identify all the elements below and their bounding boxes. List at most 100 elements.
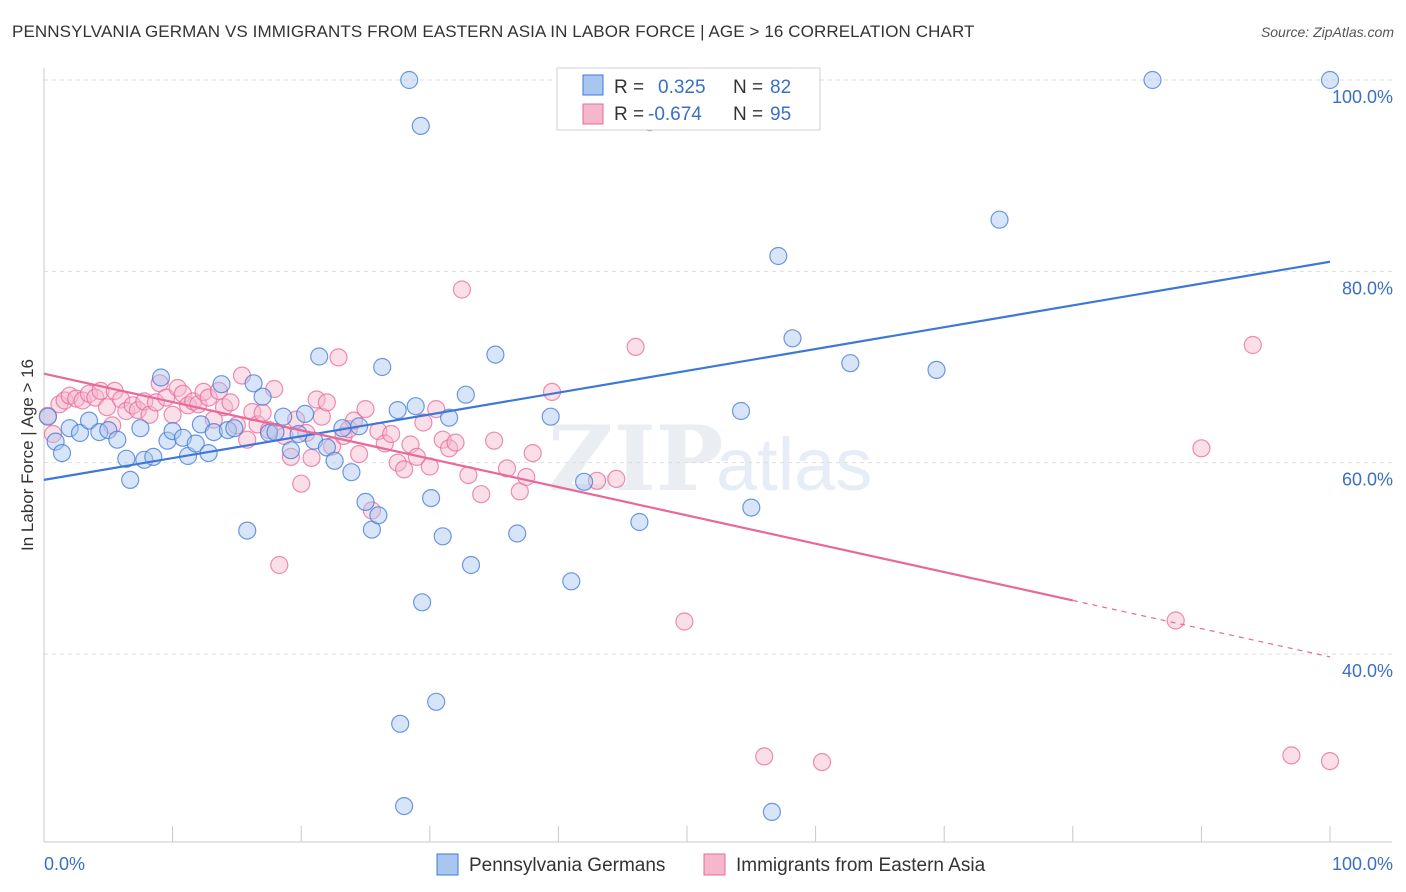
legend-n-label-blue: N = bbox=[733, 77, 763, 98]
scatter-point bbox=[225, 419, 244, 438]
scatter-point bbox=[391, 714, 410, 733]
legend-r-label-pink: R = bbox=[614, 104, 644, 125]
scatter-point bbox=[221, 393, 240, 412]
scatter-point bbox=[562, 572, 581, 591]
scatter-point bbox=[1320, 70, 1340, 90]
scatter-point bbox=[168, 378, 187, 398]
scatter-point bbox=[186, 434, 205, 453]
scatter-point bbox=[151, 368, 171, 387]
scatter-point bbox=[731, 401, 751, 421]
scatter-point bbox=[446, 433, 465, 452]
scatter-point bbox=[452, 280, 471, 299]
x-axis-ticks bbox=[43, 826, 1331, 842]
scatter-point bbox=[841, 354, 860, 373]
trend-line-pennsylvania-germans bbox=[43, 260, 1331, 481]
scatter-point bbox=[497, 459, 517, 478]
scatter-point bbox=[675, 612, 694, 631]
scatter-point bbox=[517, 467, 536, 487]
scatter-point bbox=[317, 393, 336, 412]
scatter-point bbox=[400, 70, 419, 90]
stats-legend: R = 0.325 N = 82 R = -0.674 N = 95 bbox=[556, 67, 821, 131]
trend-line-immigrants-eastern-asia bbox=[43, 372, 1074, 602]
scatter-point bbox=[574, 472, 594, 491]
scatter-point bbox=[1143, 70, 1162, 90]
scatter-point bbox=[422, 489, 441, 508]
scatter-point bbox=[388, 453, 407, 472]
scatter-point bbox=[395, 460, 414, 479]
watermark-zip: ZIP bbox=[548, 406, 723, 512]
scatter-point bbox=[329, 348, 348, 367]
scatter-point bbox=[411, 116, 430, 136]
scatter-point bbox=[108, 430, 127, 449]
bottom-legend-swatch-pink bbox=[703, 853, 726, 876]
scatter-point bbox=[812, 752, 832, 772]
scatter-point bbox=[1282, 746, 1301, 765]
y-tick-label-40: 40.0% bbox=[1342, 661, 1393, 681]
scatter-point bbox=[369, 506, 388, 525]
scatter-point bbox=[253, 403, 272, 422]
scatter-point bbox=[46, 432, 65, 451]
scatter-point bbox=[350, 445, 369, 464]
scatter-point bbox=[302, 448, 321, 467]
legend-n-value-pink: 95 bbox=[770, 104, 791, 125]
scatter-point bbox=[79, 411, 99, 430]
scatter-point bbox=[413, 593, 432, 612]
scatter-point bbox=[440, 408, 459, 427]
scatter-point bbox=[52, 444, 72, 463]
scatter-point bbox=[121, 470, 140, 489]
scatter-point bbox=[244, 374, 263, 393]
scatter-point bbox=[238, 521, 257, 540]
scatter-point bbox=[38, 407, 58, 426]
x-tick-label-max: 100.0% bbox=[1332, 854, 1393, 874]
scatter-point bbox=[173, 384, 192, 403]
grid-lines bbox=[44, 79, 1392, 655]
bottom-legend-swatch-blue bbox=[436, 853, 459, 876]
scatter-point bbox=[212, 375, 231, 394]
y-tick-label-100: 100.0% bbox=[1332, 87, 1393, 107]
scatter-point bbox=[456, 385, 475, 404]
scatter-point bbox=[755, 747, 774, 766]
scatter-point bbox=[281, 447, 300, 466]
scatter-point bbox=[541, 407, 560, 426]
scatter-point bbox=[406, 397, 425, 416]
scatter-point bbox=[1192, 439, 1211, 458]
series-legend: Pennsylvania Germans Immigrants from Eas… bbox=[436, 853, 986, 876]
scatter-point bbox=[117, 449, 136, 468]
axes bbox=[43, 68, 1392, 843]
legend-r-value-blue: 0.325 bbox=[658, 77, 706, 98]
source-credit: Source: ZipAtlas.com bbox=[1260, 24, 1394, 40]
scatter-point bbox=[1243, 335, 1262, 355]
scatter-point bbox=[485, 431, 504, 450]
scatter-point bbox=[1166, 611, 1185, 630]
scatter-point bbox=[60, 419, 79, 438]
scatter-point bbox=[296, 404, 315, 423]
chart-title: PENNSYLVANIA GERMAN VS IMMIGRANTS FROM E… bbox=[12, 22, 975, 41]
scatter-point bbox=[274, 407, 293, 426]
legend-swatch-blue bbox=[582, 74, 604, 96]
legend-r-value-pink: -0.674 bbox=[648, 104, 702, 125]
scatter-point bbox=[131, 419, 150, 438]
trend-lines bbox=[43, 260, 1331, 658]
scatter-point bbox=[508, 524, 527, 543]
scatter-point bbox=[427, 692, 446, 711]
trend-line-immigrants-eastern-asia-extension bbox=[1072, 599, 1331, 658]
scatter-point bbox=[158, 431, 177, 450]
y-tick-label-60: 60.0% bbox=[1342, 470, 1393, 490]
scatter-point bbox=[783, 329, 802, 348]
scatter-point bbox=[382, 424, 401, 444]
scatter-point bbox=[486, 345, 505, 364]
scatter-point bbox=[927, 360, 946, 379]
scatter-point bbox=[204, 423, 223, 442]
y-tick-label-80: 80.0% bbox=[1342, 278, 1393, 298]
legend-r-label-blue: R = bbox=[614, 77, 644, 98]
legend-swatch-pink bbox=[582, 103, 604, 125]
scatter-point bbox=[253, 387, 272, 406]
scatter-point bbox=[356, 400, 375, 419]
scatter-point bbox=[218, 421, 237, 440]
scatter-point bbox=[325, 451, 344, 470]
scatter-point bbox=[1320, 751, 1340, 771]
scatter-point bbox=[769, 246, 788, 266]
scatter-point bbox=[472, 485, 491, 504]
scatter-point bbox=[194, 382, 213, 401]
